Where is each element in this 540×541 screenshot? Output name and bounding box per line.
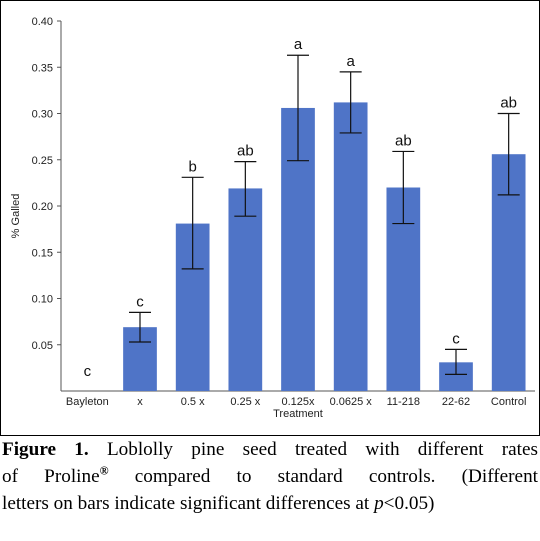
x-axis-label: Treatment (273, 408, 323, 420)
significance-letter: ab (237, 143, 254, 160)
caption-text-2b: compared to standard controls. (Differen… (108, 466, 538, 487)
caption-label: Figure 1. (2, 439, 89, 460)
x-tick-label: Bayleton (66, 396, 109, 408)
significance-letter: a (346, 53, 355, 70)
significance-letter: c (136, 293, 144, 310)
error-bars (129, 54, 520, 375)
bar (333, 102, 368, 392)
y-tick-label: 0.15 (32, 247, 53, 259)
x-tick-label: 0.125x (281, 396, 315, 408)
y-tick-label: 0.35 (32, 62, 53, 74)
significance-letter: c (84, 363, 92, 380)
figure-caption: Figure 1. Loblolly pine seed treated wit… (2, 436, 538, 517)
caption-line-2: of Proline® compared to standard control… (2, 463, 538, 490)
y-tick-label: 0.25 (32, 155, 53, 167)
bar (228, 188, 263, 391)
significance-letter: c (452, 330, 460, 347)
significance-letter: a (294, 36, 303, 53)
registered-mark: ® (99, 463, 109, 478)
significance-letter: ab (395, 132, 412, 149)
caption-text-3b: <0.05) (383, 493, 435, 514)
y-tick-label: 0.30 (32, 109, 53, 121)
y-tick-label: 0.20 (32, 201, 53, 213)
y-tick-label: 0.10 (32, 294, 53, 306)
p-value-symbol: p (374, 493, 384, 514)
bars (123, 102, 526, 392)
caption-line-1: Figure 1. Loblolly pine seed treated wit… (2, 436, 538, 463)
significance-letter: ab (500, 95, 517, 112)
x-tick-label: 22-62 (442, 396, 470, 408)
caption-text-2a: of Proline (2, 466, 100, 487)
significance-letter: b (188, 158, 196, 175)
significance-letters: c c b ab a a ab c ab (84, 36, 517, 380)
caption-text-3a: letters on bars indicate significant dif… (2, 493, 375, 514)
y-tick-label: 0.40 (32, 16, 53, 28)
x-tick-label: 0.0625 x (330, 396, 373, 408)
x-tick-label: 0.25 x (230, 396, 260, 408)
x-tick-label: 11-218 (387, 396, 420, 408)
x-tick-label: x (137, 396, 143, 408)
x-tick-label: 0.5 x (181, 396, 205, 408)
bar-chart: c c b ab a a ab c ab 0.05 0.10 0.15 0.20 0.25 0.30 0.3… (10, 16, 535, 420)
x-tick-label: Control (491, 396, 526, 408)
x-tick-labels: Bayleton x 0.5 x 0.25 x 0.125x 0.0625 x 11-218… (66, 396, 526, 408)
caption-text-1: Loblolly pine seed treated with differen… (88, 439, 538, 460)
caption-line-3: letters on bars indicate significant dif… (2, 490, 538, 517)
y-tick-label: 0.05 (32, 340, 53, 352)
y-axis-label: % Galled (10, 194, 22, 239)
figure-frame: c c b ab a a ab c ab 0.05 0.10 0.15 0.20 0.25 0.30 0.3… (0, 0, 540, 436)
y-tick-labels: 0.05 0.10 0.15 0.20 0.25 0.30 0.35 0.40 (32, 16, 53, 352)
